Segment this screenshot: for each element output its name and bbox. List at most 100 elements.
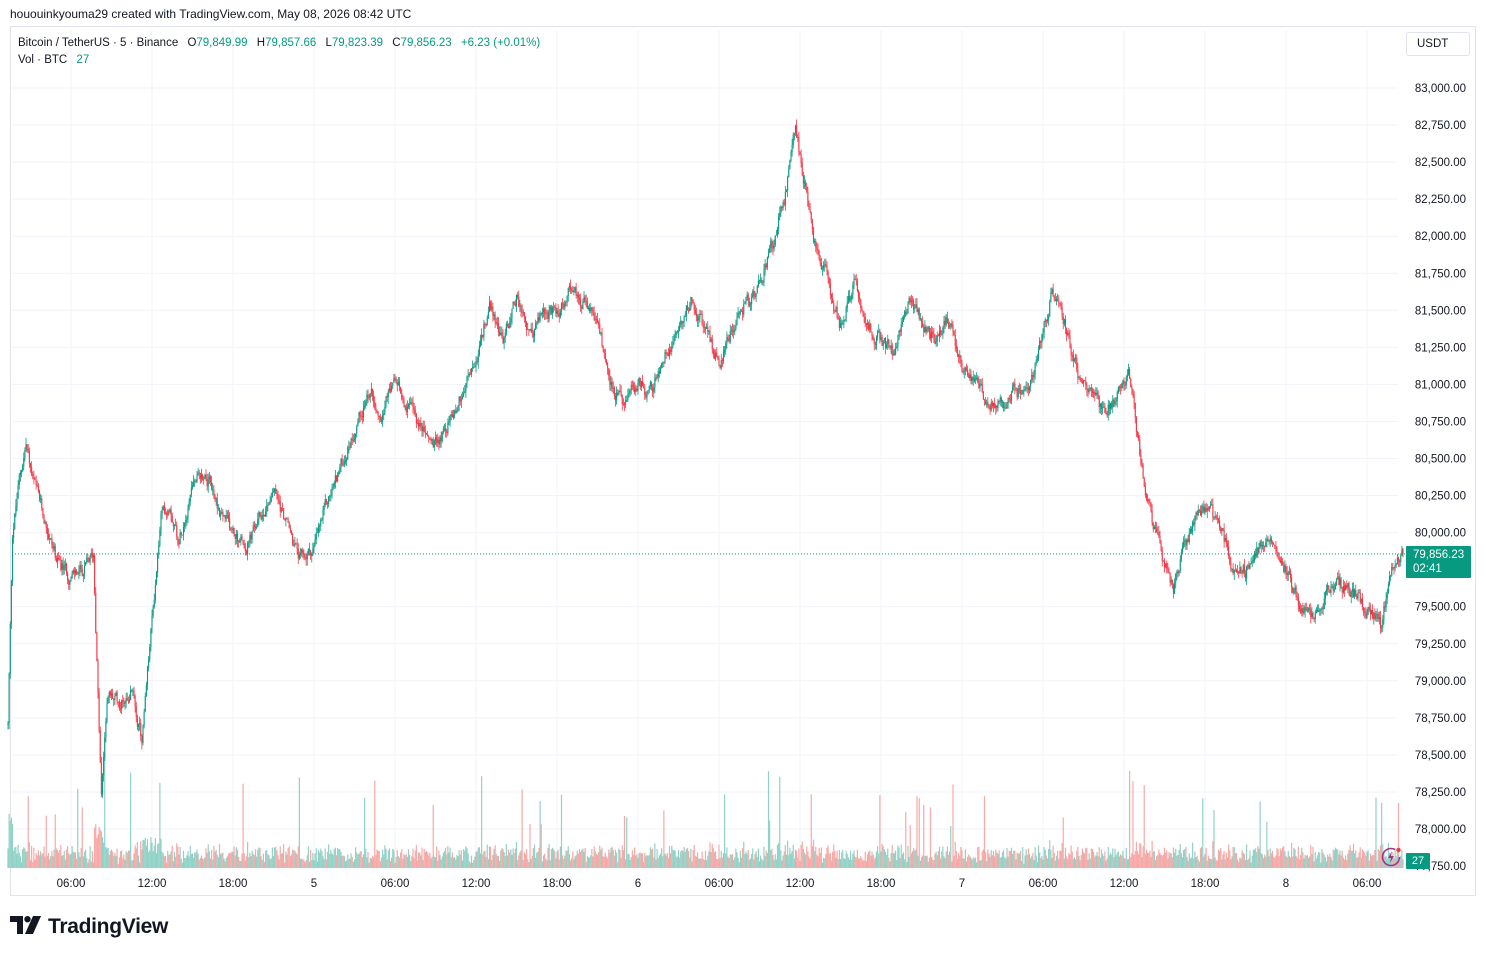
candle-body <box>159 529 161 546</box>
candle-body <box>1260 541 1262 547</box>
volume-bar <box>54 814 56 868</box>
candle-body <box>810 212 812 221</box>
symbol-title[interactable]: Bitcoin / TetherUS · 5 · Binance <box>18 37 179 49</box>
candle-body <box>691 297 693 300</box>
volume-bar <box>9 820 11 868</box>
volume-label[interactable]: Vol · BTC <box>18 54 68 66</box>
candle-body <box>286 518 288 520</box>
candle-body <box>1390 575 1392 577</box>
candle-body <box>692 299 694 304</box>
candle-body <box>767 252 770 258</box>
candle-body <box>951 323 953 326</box>
grid-lines <box>12 30 1398 870</box>
volume-bar <box>227 853 230 868</box>
volume-bar <box>825 854 827 868</box>
volume-bar <box>1373 855 1375 868</box>
candle-body <box>18 475 20 485</box>
volume-bar <box>668 845 671 868</box>
candle-body <box>1217 518 1220 521</box>
volume-bar <box>981 851 983 868</box>
volume-bar <box>152 851 154 868</box>
candle-body <box>226 514 228 516</box>
volume-bar <box>266 850 268 868</box>
volume-bar <box>403 853 405 868</box>
volume-bar <box>1195 857 1197 868</box>
volume-bar <box>203 859 205 868</box>
volume-bar <box>317 850 320 868</box>
candle-body <box>60 560 62 570</box>
candle-body <box>211 482 213 490</box>
volume-bar <box>92 862 95 868</box>
candle-body <box>1323 598 1325 609</box>
volume-bar <box>253 854 255 868</box>
volume-bar <box>953 855 955 868</box>
candle-body <box>1256 547 1258 557</box>
volume-bar <box>179 847 181 868</box>
volume-bar <box>1388 852 1391 868</box>
volume-bar <box>478 847 480 868</box>
volume-bar <box>654 843 656 868</box>
candle-body <box>936 335 938 342</box>
candle-body <box>591 307 593 310</box>
candle-body <box>542 309 545 312</box>
volume-bar <box>1126 859 1128 868</box>
volume-bar <box>771 848 773 868</box>
candle-body <box>40 498 42 500</box>
candle-body <box>107 696 109 704</box>
volume-bar <box>374 780 376 868</box>
candle-body <box>402 398 404 400</box>
volume-bar <box>592 856 594 868</box>
candle-body <box>265 511 267 517</box>
volume-bar <box>1357 856 1359 868</box>
candle-body <box>968 374 970 379</box>
volume-bar <box>710 852 712 868</box>
volume-bar <box>200 855 203 868</box>
currency-button[interactable]: USDT <box>1406 32 1470 56</box>
candle-body <box>445 428 447 432</box>
candle-body <box>1392 567 1394 568</box>
tradingview-logo[interactable]: TradingView <box>10 914 168 940</box>
candle-body <box>1376 613 1378 616</box>
volume-bar <box>839 859 842 868</box>
volume-bar <box>1189 858 1191 868</box>
volume-bar <box>447 846 449 868</box>
lightning-replay-icon[interactable] <box>1380 846 1402 868</box>
volume-bar <box>702 858 704 868</box>
candle-body <box>796 125 798 138</box>
candle-body <box>157 554 159 573</box>
volume-bar <box>392 849 394 868</box>
volume-bar <box>1337 849 1339 868</box>
volume-bar <box>920 857 923 868</box>
candle-body <box>1127 369 1130 375</box>
candle-body <box>1189 529 1191 534</box>
volume-bar <box>1311 854 1313 868</box>
candle-body <box>855 279 857 281</box>
volume-bar <box>429 852 431 868</box>
candle-body <box>600 332 602 334</box>
volume-bar <box>63 850 65 868</box>
candle-body <box>1210 504 1212 507</box>
volume-bar <box>944 858 946 868</box>
volume-bar <box>52 856 54 868</box>
candle-body <box>953 331 955 336</box>
candle-body <box>935 341 937 344</box>
volume-bar <box>1106 858 1108 868</box>
volume-bar <box>1338 854 1340 868</box>
candle-body <box>421 425 423 432</box>
volume-bar <box>1260 853 1262 868</box>
volume-bar <box>1049 840 1051 868</box>
volume-bar <box>285 851 287 868</box>
candle-body <box>247 543 249 554</box>
volume-bar <box>938 846 941 868</box>
candle-body <box>595 318 597 320</box>
candle-body <box>1009 399 1011 401</box>
volume-bar <box>1397 802 1400 868</box>
volume-bar <box>389 860 392 868</box>
candle-body <box>1379 617 1382 629</box>
volume-bar <box>549 860 551 868</box>
candle-body <box>928 327 930 334</box>
candle-body <box>162 505 164 511</box>
volume-bar <box>1062 817 1064 868</box>
volume-bar <box>1181 857 1184 868</box>
